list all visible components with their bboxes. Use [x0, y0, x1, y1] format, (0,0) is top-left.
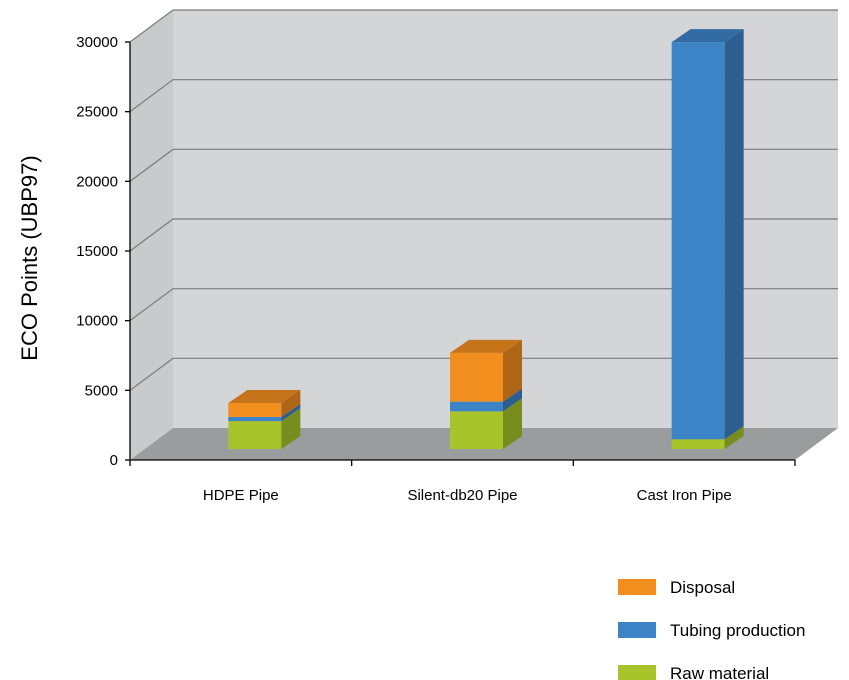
bar-side — [503, 339, 522, 402]
legend-label: Tubing production — [670, 621, 805, 640]
legend-label: Raw material — [670, 664, 769, 680]
gridline — [129, 148, 838, 182]
bar-front — [228, 416, 282, 422]
y-tick-label: 0 — [110, 452, 118, 469]
gridline — [129, 79, 838, 113]
bar-segment — [450, 388, 522, 412]
y-tick-label: 10000 — [76, 313, 118, 330]
gridline — [129, 357, 838, 391]
legend-swatch — [618, 665, 656, 680]
y-tick-label: 30000 — [76, 34, 118, 51]
y-tick-label: 20000 — [76, 173, 118, 190]
bar-segment — [228, 408, 301, 449]
bar-front — [450, 352, 503, 402]
legend-swatch — [618, 579, 656, 595]
x-tick-label: Cast Iron Pipe — [637, 487, 732, 504]
y-tick-label: 5000 — [85, 382, 118, 399]
bar-front — [450, 411, 503, 449]
gridline — [129, 288, 838, 322]
bar-segment — [450, 398, 522, 449]
bar-front — [671, 439, 725, 449]
bar-top — [450, 339, 522, 353]
bar-side — [503, 398, 522, 449]
x-tick-label: Silent-db20 Pipe — [407, 487, 517, 504]
gridline — [129, 9, 838, 43]
bar-front — [450, 401, 503, 412]
bar-stack — [671, 29, 744, 449]
y-tick-label: 25000 — [76, 104, 118, 121]
legend-item: Tubing production — [618, 621, 805, 640]
bar-stack — [450, 339, 522, 449]
bar-segment — [671, 426, 744, 449]
bar-side — [281, 408, 301, 449]
bar-top — [228, 390, 301, 404]
bar-side — [724, 426, 744, 449]
x-tick-label: HDPE Pipe — [203, 487, 279, 504]
legend-item: Raw material — [618, 664, 769, 680]
legend-swatch — [618, 622, 656, 638]
bar-segment — [228, 403, 301, 422]
bar-front — [228, 403, 282, 417]
y-axis-label: ECO Points (UBP97) — [17, 155, 42, 360]
bar-side — [503, 388, 522, 412]
bar-front — [228, 421, 282, 449]
bar-side — [281, 390, 301, 417]
bar-stack — [228, 390, 301, 449]
bar-side — [281, 403, 301, 422]
bar-segment — [228, 390, 301, 417]
bar-front — [671, 42, 725, 440]
legend-item: Disposal — [618, 578, 735, 597]
legend-label: Disposal — [670, 578, 735, 597]
gridline — [129, 218, 838, 252]
y-tick-label: 15000 — [76, 243, 118, 260]
bar-top — [671, 29, 744, 43]
bar-side — [724, 29, 744, 440]
bar-segment — [450, 339, 522, 402]
bar-segment — [671, 29, 744, 440]
